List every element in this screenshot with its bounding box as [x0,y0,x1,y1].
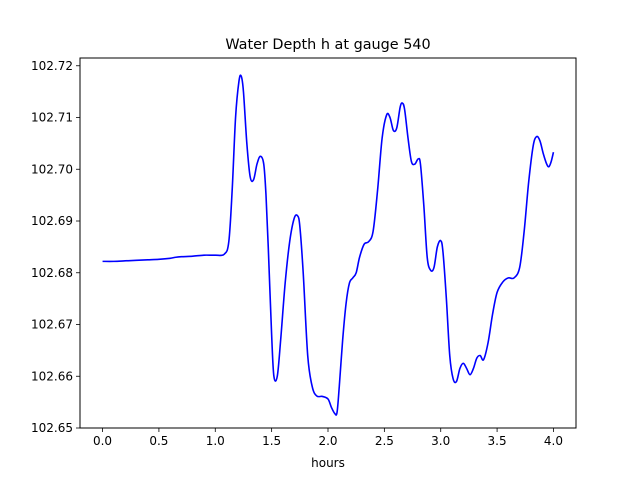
y-axis-ticks: 102.65 102.66 102.67 102.68 102.69 102.70 102.… [31,59,80,435]
y-tick-label: 102.66 [31,369,73,383]
x-axis-label: hours [311,456,345,470]
x-axis-ticks: 0.0 0.5 1.0 1.5 2.0 2.5 3.0 3.5 4.0 [93,428,563,448]
y-tick-label: 102.67 [31,318,73,332]
plot-area [102,74,555,416]
y-tick-label: 102.65 [31,421,73,435]
chart-title: Water Depth h at gauge 540 [225,37,430,53]
x-tick-label: 3.0 [431,434,450,448]
x-tick-label: 2.0 [318,434,337,448]
water-depth-series-line [102,74,555,416]
y-tick-label: 102.68 [31,266,73,280]
y-tick-label: 102.70 [31,162,73,176]
y-tick-label: 102.71 [31,111,73,125]
x-tick-label: 1.5 [262,434,281,448]
y-tick-label: 102.72 [31,59,73,73]
axes-frame [79,57,577,429]
x-tick-label: 0.0 [93,434,112,448]
x-tick-label: 0.5 [149,434,168,448]
y-tick-label: 102.69 [31,214,73,228]
x-tick-label: 1.0 [206,434,225,448]
x-tick-label: 4.0 [544,434,563,448]
x-tick-label: 3.5 [488,434,507,448]
x-tick-label: 2.5 [375,434,394,448]
